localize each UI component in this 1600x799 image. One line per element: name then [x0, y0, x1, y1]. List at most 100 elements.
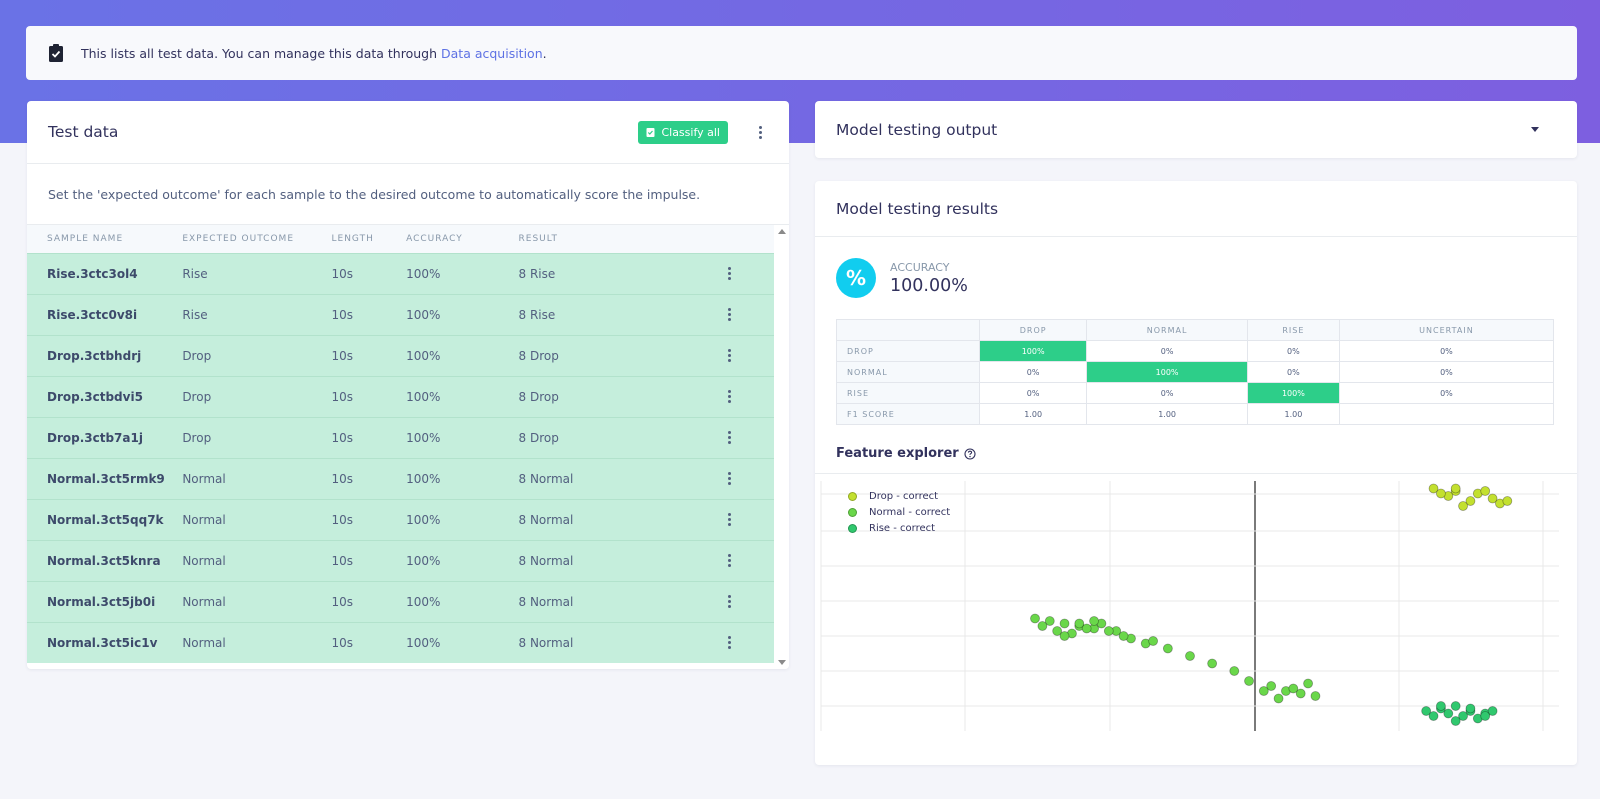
test-data-card: Test data Classify all Set the 'expected… [27, 101, 789, 669]
expected-outcome[interactable]: Normal [182, 553, 226, 568]
table-row[interactable]: Normal.3ct5qq7k Normal 10s 100% 8 Normal [27, 499, 774, 540]
table-row[interactable]: Normal.3ct5ic1v Normal 10s 100% 8 Normal [27, 622, 774, 663]
sample-accuracy: 100% [406, 553, 441, 568]
scatter-point [1288, 683, 1299, 694]
confusion-cell: 100% [1086, 361, 1248, 383]
legend-label: Rise - correct [869, 522, 936, 534]
scatter-point [1458, 711, 1468, 721]
confusion-row-label: DROP [836, 340, 980, 362]
row-menu-icon[interactable] [723, 431, 737, 444]
clipboard-icon [646, 128, 655, 137]
test-data-menu-icon[interactable] [752, 125, 768, 139]
scatter-point [1266, 681, 1277, 691]
row-menu-icon[interactable] [723, 595, 737, 608]
expected-outcome[interactable]: Rise [182, 266, 208, 281]
expected-outcome[interactable]: Normal [182, 471, 226, 486]
column-header[interactable]: LENGTH [331, 225, 407, 253]
scroll-down-arrow-icon[interactable] [778, 660, 786, 665]
confusion-cell: 0% [1338, 340, 1555, 362]
scatter-point [1037, 621, 1048, 631]
confusion-corner [836, 319, 980, 341]
scroll-up-arrow-icon[interactable] [778, 229, 786, 234]
scatter-point [1185, 651, 1195, 661]
table-row[interactable]: Drop.3ctb7a1j Drop 10s 100% 8 Drop [27, 417, 774, 458]
confusion-row: DROP 100% 0% 0% 0% [836, 340, 1555, 362]
table-row[interactable]: Normal.3ct5knra Normal 10s 100% 8 Normal [27, 540, 774, 581]
confusion-column-header: DROP [978, 319, 1088, 341]
table-row[interactable]: Rise.3ctc0v8i Rise 10s 100% 8 Rise [27, 294, 774, 335]
confusion-cell: 0% [978, 382, 1088, 404]
scatter-point [1081, 623, 1092, 634]
accuracy-value: 100.00% [890, 275, 968, 296]
classify-all-button[interactable]: Classify all [638, 120, 728, 144]
expected-outcome[interactable]: Drop [182, 430, 212, 445]
scatter-point [1458, 501, 1468, 511]
expected-outcome[interactable]: Normal [182, 594, 226, 609]
column-header[interactable]: RESULT [518, 225, 723, 253]
sample-name: Rise.3ctc0v8i [47, 307, 138, 322]
feature-explorer-title: Feature explorer [836, 446, 959, 461]
legend-swatch [848, 507, 857, 517]
column-header[interactable]: EXPECTED OUTCOME [182, 225, 332, 253]
scatter-point [1450, 701, 1461, 711]
scatter-point [1465, 703, 1476, 714]
sample-accuracy: 100% [406, 266, 441, 281]
row-menu-icon[interactable] [723, 554, 737, 567]
sample-name: Normal.3ct5ic1v [47, 635, 158, 650]
scatter-point [1465, 496, 1476, 506]
scatter-point [1059, 631, 1070, 641]
sample-name: Normal.3ct5jb0i [47, 594, 156, 609]
row-menu-icon[interactable] [723, 390, 737, 403]
legend-item[interactable]: Rise - correct [848, 520, 950, 536]
feature-explorer-chart[interactable] [815, 481, 1577, 741]
caret-down-icon[interactable] [1531, 127, 1539, 132]
row-menu-icon[interactable] [723, 267, 737, 280]
table-row[interactable]: Drop.3ctbhdrj Drop 10s 100% 8 Drop [27, 335, 774, 376]
legend-item[interactable]: Normal - correct [848, 504, 950, 520]
sample-result: 8 Drop [518, 430, 559, 445]
expected-outcome[interactable]: Normal [182, 512, 226, 527]
results-title: Model testing results [836, 199, 999, 218]
confusion-cell: 0% [1338, 361, 1555, 383]
confusion-cell: 0% [1086, 340, 1248, 362]
confusion-cell: 0% [1246, 340, 1340, 362]
feature-explorer-heading: Feature explorer [836, 446, 976, 461]
table-row[interactable]: Normal.3ct5rmk9 Normal 10s 100% 8 Normal [27, 458, 774, 499]
column-header[interactable]: ACCURACY [406, 225, 519, 253]
confusion-cell: 0% [1246, 361, 1340, 383]
row-menu-icon[interactable] [723, 513, 737, 526]
scatter-point [1052, 626, 1063, 636]
help-circle-icon[interactable] [964, 447, 976, 460]
row-menu-icon[interactable] [723, 308, 737, 321]
column-header[interactable]: SAMPLE NAME [27, 225, 183, 253]
confusion-cell: 1.00 [1246, 403, 1340, 425]
confusion-row: F1 SCORE 1.00 1.00 1.00 [836, 403, 1555, 425]
samples-table-header: SAMPLE NAME EXPECTED OUTCOME LENGTH ACCU… [27, 225, 774, 253]
model-testing-results-card: Model testing results % ACCURACY 100.00%… [815, 181, 1577, 765]
expected-outcome[interactable]: Rise [182, 307, 208, 322]
legend-swatch [848, 491, 857, 501]
legend-item[interactable]: Drop - correct [848, 488, 950, 504]
confusion-matrix: DROP NORMAL RISE UNCERTAIN DROP 100% 0% 0% 0… [836, 319, 1555, 425]
table-scrollbar[interactable] [775, 225, 789, 669]
scatter-point [1207, 658, 1218, 669]
expected-outcome[interactable]: Normal [182, 635, 226, 650]
sample-accuracy: 100% [406, 594, 441, 609]
sample-accuracy: 100% [406, 512, 441, 527]
row-menu-icon[interactable] [723, 636, 737, 650]
table-row[interactable]: Normal.3ct5jb0i Normal 10s 100% 8 Normal [27, 581, 774, 622]
row-menu-icon[interactable] [723, 472, 737, 485]
table-row[interactable]: Drop.3ctbdvi5 Drop 10s 100% 8 Drop [27, 376, 774, 417]
scatter-point [1089, 616, 1099, 626]
table-row[interactable]: Rise.3ctc3ol4 Rise 10s 100% 8 Rise [27, 253, 774, 294]
confusion-column-header: NORMAL [1086, 319, 1248, 341]
row-menu-icon[interactable] [723, 349, 737, 362]
confusion-cell: 0% [1086, 382, 1248, 404]
legend-label: Drop - correct [869, 490, 939, 502]
accuracy-block: % ACCURACY 100.00% [836, 258, 968, 298]
samples-table-wrapper[interactable]: SAMPLE NAME EXPECTED OUTCOME LENGTH ACCU… [27, 225, 789, 669]
expected-outcome[interactable]: Drop [182, 348, 212, 363]
model-testing-output-card[interactable]: Model testing output [815, 101, 1577, 158]
data-acquisition-link[interactable]: Data acquisition [441, 45, 543, 61]
expected-outcome[interactable]: Drop [182, 389, 212, 404]
